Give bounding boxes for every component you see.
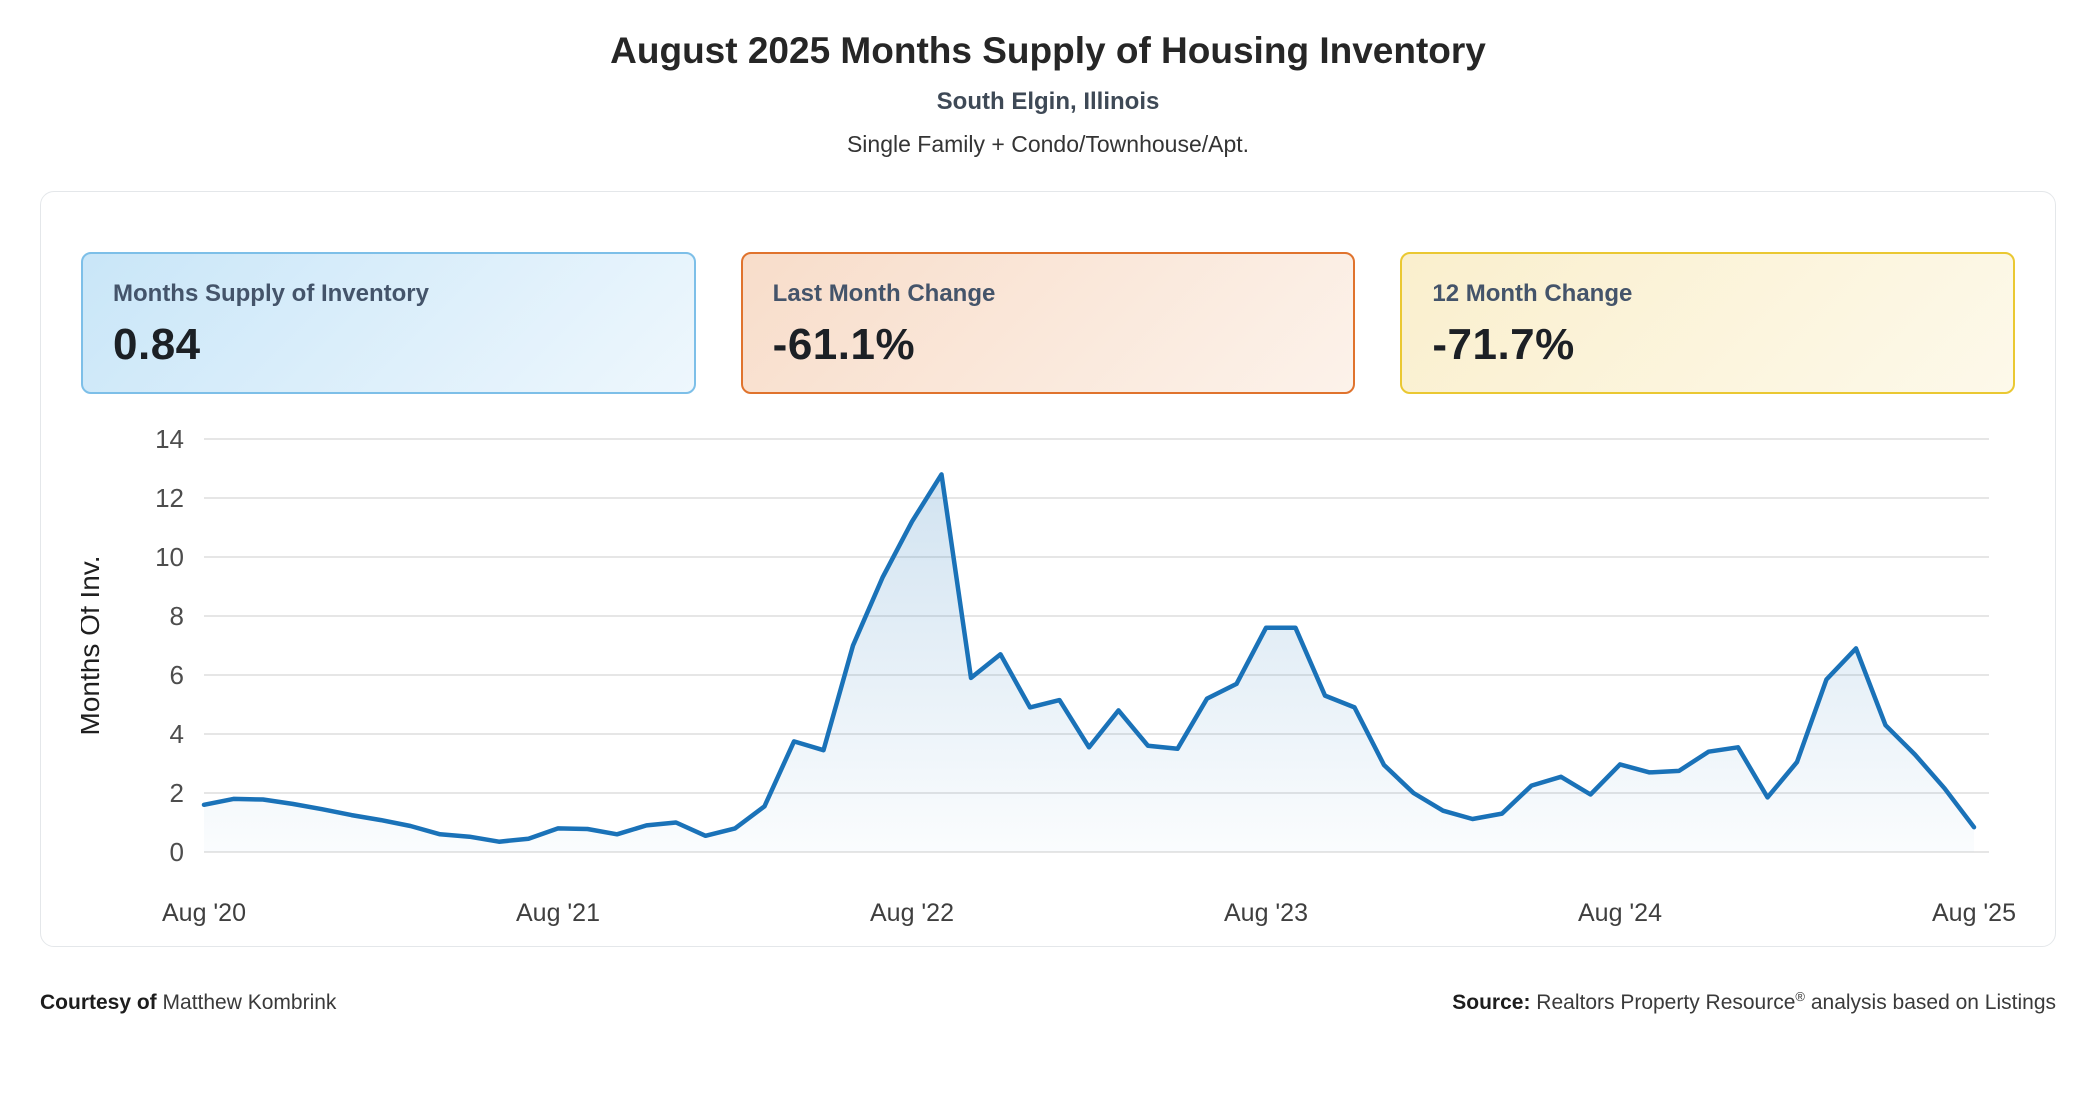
area-line-chart: 0 2 4 6 8 10 12 14 Months Of Inv. Aug '20 Aug '21 A… [74,424,2016,927]
y-tick-label: 2 [170,778,184,808]
x-tick-label: Aug '23 [1224,899,1308,927]
stat-card-12-month-change: 12 Month Change -71.7% [1400,252,2016,394]
source-text: Source: Realtors Property Resource® anal… [1452,989,2056,1015]
source-rest: analysis based on Listings [1810,991,2056,1014]
report-footer: Courtesy of Matthew Kombrink Source: Rea… [40,989,2056,1015]
y-tick-label: 8 [170,601,184,631]
y-tick-label: 4 [170,719,184,749]
y-tick-label: 14 [155,424,184,454]
courtesy-label: Courtesy of [40,991,157,1014]
report-header: August 2025 Months Supply of Housing Inv… [0,0,2096,158]
courtesy-name: Matthew Kombrink [162,991,337,1014]
stat-value: -61.1% [772,320,916,369]
stat-cards-row: Months Supply of Inventory 0.84 Last Mon… [81,252,2016,394]
x-tick-label: Aug '25 [1932,899,2015,927]
y-tick-label: 10 [155,542,184,572]
stat-label: 12 Month Change [1432,280,1633,307]
stat-label: Last Month Change [772,280,996,307]
stat-value: -71.7% [1432,320,1575,369]
series-area-fill [204,474,1974,852]
registered-mark: ® [1795,989,1805,1004]
stat-value: 0.84 [113,320,201,369]
stat-card-months-supply: Months Supply of Inventory 0.84 [81,252,696,394]
page-subtitle: South Elgin, Illinois [936,88,1160,115]
property-types-line: Single Family + Condo/Townhouse/Apt. [846,131,1250,157]
series-line [201,472,1977,844]
stat-label: Months Supply of Inventory [113,280,429,307]
courtesy-text: Courtesy of Matthew Kombrink [40,991,336,1015]
stat-card-last-month-change: Last Month Change -61.1% [740,252,1356,394]
x-tick-label: Aug '20 [162,899,246,927]
source-name: Realtors Property Resource [1536,991,1796,1014]
y-tick-label: 12 [155,483,184,513]
chart-panel: Months Supply of Inventory 0.84 Last Mon… [40,191,2056,947]
months-supply-chart: 0 2 4 6 8 10 12 14 Months Of Inv. Aug '20 Aug '21 A… [74,409,2016,949]
y-axis-title: Months Of Inv. [81,556,105,736]
y-tick-label: 0 [170,837,184,867]
source-label: Source: [1452,991,1531,1014]
y-tick-label: 6 [170,660,184,690]
x-tick-label: Aug '22 [870,899,954,927]
page-title: August 2025 Months Supply of Housing Inv… [610,30,1486,71]
x-tick-label: Aug '24 [1578,899,1662,927]
x-tick-label: Aug '21 [516,899,600,927]
